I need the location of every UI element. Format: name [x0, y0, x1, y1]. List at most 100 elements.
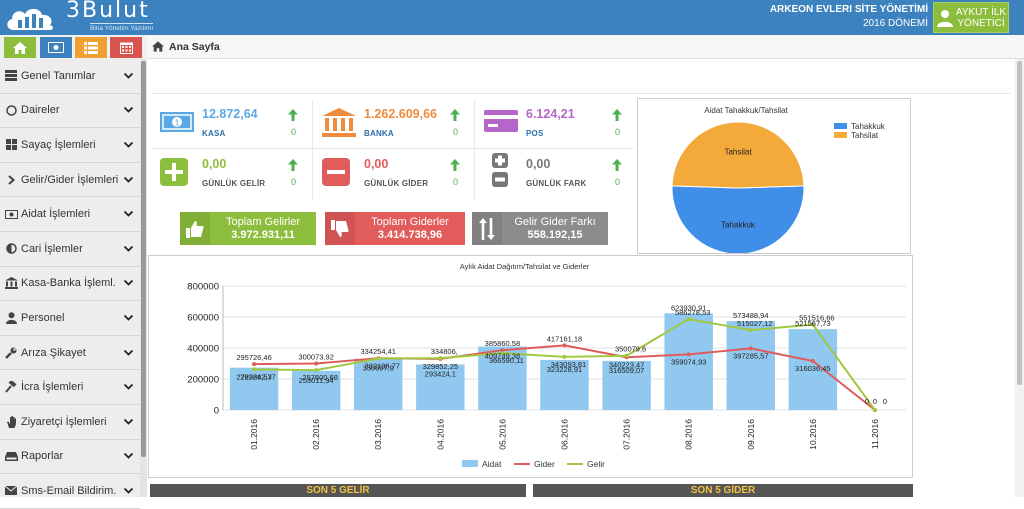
stat-value: 1.262.609,66	[364, 107, 437, 121]
stat-value: 12.872,64	[202, 107, 258, 121]
stat-value: 6.124,21	[526, 107, 575, 121]
stat-change: 0	[615, 177, 621, 187]
point-gelir[interactable]	[500, 351, 505, 356]
y-tick-label: 200000	[187, 375, 219, 386]
point-gelir[interactable]	[438, 356, 443, 361]
stat-label: GÜNLÜK FARK	[526, 179, 587, 188]
sidebar-item-ariza-sikayet[interactable]: Arıza Şikayet	[0, 336, 140, 371]
point-gelir[interactable]	[624, 353, 629, 358]
bar-aidat[interactable]	[726, 321, 775, 410]
sidebar-item-cari-islemler[interactable]: Cari İşlemler	[0, 232, 140, 267]
sidebar-item-sayac-islemleri[interactable]: Sayaç İşlemleri	[0, 128, 140, 163]
point-gider[interactable]	[748, 346, 753, 351]
gelir-value-label: 350079,6	[615, 345, 646, 354]
bar-value-label: 409749,38	[485, 351, 520, 360]
bank-icon	[3, 277, 19, 290]
breadcrumb-current[interactable]: Ana Sayfa	[169, 41, 220, 53]
stat-label: BANKA	[364, 129, 394, 138]
user-role: YÖNETİCİ	[957, 18, 1005, 29]
sidebar-item-raporlar[interactable]: Raporlar	[0, 440, 140, 475]
sidebar-item-kasa-banka[interactable]: Kasa-Banka İşleml.	[0, 267, 140, 302]
diff-value: 558.192,15	[527, 228, 583, 241]
point-gelir[interactable]	[252, 367, 257, 372]
bar-aidat[interactable]	[416, 364, 465, 410]
point-gelir[interactable]	[748, 328, 753, 333]
sidebar-item-label: Daireler	[21, 104, 60, 117]
arrow-up-icon	[288, 109, 298, 121]
x-tick-label: 02.2016	[311, 419, 321, 450]
sidebar-scrollbar[interactable]	[140, 59, 147, 497]
point-gider[interactable]	[686, 352, 691, 357]
hdd-icon	[3, 451, 19, 461]
point-gelir[interactable]	[810, 322, 815, 327]
bar-value-label: 623930,91	[671, 303, 706, 312]
legend-swatch	[462, 460, 478, 467]
gider-value-label: 359074,93	[671, 357, 706, 366]
chevron-down-icon	[120, 243, 136, 255]
point-gider[interactable]	[562, 343, 567, 348]
income-expense-diff-button[interactable]: Gelir Gider Farkı 558.192,15	[472, 212, 608, 245]
pie-slice-tahsilat[interactable]	[671, 121, 805, 189]
chart-title: Aylık Aidat Dağıtım/Tahsilat ve Giderler	[460, 262, 590, 271]
bar-aidat[interactable]	[291, 370, 341, 410]
quick-calendar-button[interactable]	[110, 37, 142, 58]
stat-value: 0,00	[202, 157, 227, 171]
point-gelir[interactable]	[376, 356, 381, 361]
main-scrollbar[interactable]	[1015, 59, 1024, 497]
quick-money-button[interactable]	[40, 37, 72, 58]
legend-label: Tahsilat	[851, 131, 879, 140]
bar-aidat[interactable]	[229, 367, 279, 410]
legend-label: Gider	[534, 459, 555, 469]
total-income-button[interactable]: Toplam Gelirler 3.972.931,11	[180, 212, 316, 245]
pie-slice-label: Tahsilat	[724, 148, 752, 157]
gelir-value-label: 332138,77	[365, 362, 400, 371]
brand-name: 3Bulut	[66, 0, 150, 23]
quick-home-button[interactable]	[4, 37, 36, 58]
bar-aidat[interactable]	[602, 360, 651, 410]
sidebar-item-personel[interactable]: Personel	[0, 301, 140, 336]
quick-list-button[interactable]	[75, 37, 107, 58]
point-gelir[interactable]	[562, 354, 567, 359]
divider	[474, 100, 475, 200]
sidebar-item-daireler[interactable]: Daireler	[0, 94, 140, 129]
point-gelir[interactable]	[314, 368, 319, 373]
gelir-value-label: 366590,11	[489, 356, 524, 365]
bar-aidat[interactable]	[354, 358, 403, 410]
y-tick-label: 600000	[187, 313, 219, 324]
x-tick-label: 01.2016	[249, 419, 259, 450]
chevron-down-icon	[120, 450, 136, 462]
logo[interactable]: 3Bulut Bina Yönetim Yazılımı	[4, 0, 164, 34]
point-gelir[interactable]	[872, 408, 877, 412]
arrow-up-icon	[612, 159, 622, 171]
gelir-value-label: 551516,66	[799, 314, 834, 323]
stat-value: 0,00	[526, 157, 551, 171]
stat-banka: 1.262.609,66 BANKA 0	[314, 100, 474, 147]
thumbs-down-icon	[325, 212, 355, 245]
bar-aidat[interactable]	[540, 359, 589, 410]
bar-aidat[interactable]	[788, 329, 838, 410]
bar-aidat[interactable]	[478, 346, 527, 410]
chevron-down-icon	[120, 347, 136, 359]
point-gelir[interactable]	[686, 317, 691, 322]
sidebar-item-icra-islemleri[interactable]: İcra İşlemleri	[0, 370, 140, 405]
chevron-down-icon	[120, 416, 136, 428]
total-expense-button[interactable]: Toplam Giderler 3.414.738,96	[325, 212, 465, 245]
sidebar-item-sms-email[interactable]: Sms-Email Bildirim.	[0, 474, 140, 509]
total-income-value: 3.972.931,11	[231, 228, 295, 241]
x-tick-label: 10.2016	[808, 419, 818, 450]
x-tick-label: 05.2016	[497, 419, 507, 450]
point-gider[interactable]	[314, 361, 319, 366]
sidebar-item-genel-tanimlar[interactable]: Genel Tanımlar	[0, 59, 140, 94]
point-gider[interactable]	[252, 362, 257, 367]
home-icon[interactable]	[152, 41, 164, 52]
point-gider[interactable]	[500, 348, 505, 353]
total-expense-label: Toplam Giderler	[371, 215, 449, 228]
sidebar-item-ziyaretci-islemleri[interactable]: Ziyaretçi İşlemleri	[0, 405, 140, 440]
sidebar-item-aidat-islemleri[interactable]: Aidat İşlemleri	[0, 197, 140, 232]
legend-label: Gelir	[587, 459, 605, 469]
sidebar-item-label: Personel	[21, 311, 65, 324]
stat-change: 0	[291, 127, 297, 137]
point-gider[interactable]	[810, 359, 815, 364]
sidebar-item-gelir-gider-islemleri[interactable]: Gelir/Gider İşlemleri	[0, 163, 140, 198]
user-menu-button[interactable]: AYKUT İLK YÖNETİCİ	[933, 2, 1009, 33]
